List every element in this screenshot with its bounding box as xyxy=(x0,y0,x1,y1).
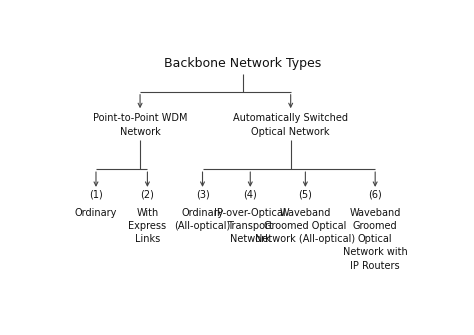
Text: Waveband
Groomed Optical
Network (All-optical): Waveband Groomed Optical Network (All-op… xyxy=(255,208,356,244)
Text: IP-over-Optical
Transport
Network: IP-over-Optical Transport Network xyxy=(214,208,286,244)
Text: Point-to-Point WDM
Network: Point-to-Point WDM Network xyxy=(93,113,187,137)
Text: (5): (5) xyxy=(299,190,312,200)
Text: Ordinary
(All-optical): Ordinary (All-optical) xyxy=(174,208,231,231)
Text: Ordinary: Ordinary xyxy=(75,208,117,218)
Text: (1): (1) xyxy=(89,190,103,200)
Text: (2): (2) xyxy=(140,190,155,200)
Text: (3): (3) xyxy=(196,190,210,200)
Text: (6): (6) xyxy=(368,190,382,200)
Text: Backbone Network Types: Backbone Network Types xyxy=(164,57,321,70)
Text: (4): (4) xyxy=(243,190,257,200)
Text: Automatically Switched
Optical Network: Automatically Switched Optical Network xyxy=(233,113,348,137)
Text: With
Express
Links: With Express Links xyxy=(128,208,166,244)
Text: Waveband
Groomed
Optical
Network with
IP Routers: Waveband Groomed Optical Network with IP… xyxy=(343,208,408,271)
